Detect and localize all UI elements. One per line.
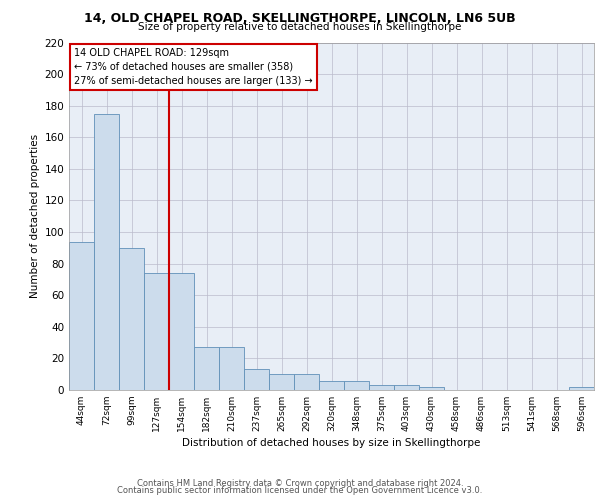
Bar [394,386,419,390]
Bar [194,348,219,390]
Bar [569,387,594,390]
Bar [244,370,269,390]
Bar [119,248,144,390]
Bar [269,374,294,390]
Bar [69,242,94,390]
Text: 14 OLD CHAPEL ROAD: 129sqm
← 73% of detached houses are smaller (358)
27% of sem: 14 OLD CHAPEL ROAD: 129sqm ← 73% of deta… [74,48,313,86]
Bar [294,374,319,390]
Y-axis label: Number of detached properties: Number of detached properties [30,134,40,298]
Bar [219,348,244,390]
Bar [344,380,369,390]
Text: Size of property relative to detached houses in Skellingthorpe: Size of property relative to detached ho… [139,22,461,32]
Text: Contains public sector information licensed under the Open Government Licence v3: Contains public sector information licen… [118,486,482,495]
Bar [319,380,344,390]
Bar [144,273,169,390]
X-axis label: Distribution of detached houses by size in Skellingthorpe: Distribution of detached houses by size … [182,438,481,448]
Bar [369,386,394,390]
Bar [94,114,119,390]
Bar [419,387,444,390]
Bar [169,273,194,390]
Text: Contains HM Land Registry data © Crown copyright and database right 2024.: Contains HM Land Registry data © Crown c… [137,478,463,488]
Text: 14, OLD CHAPEL ROAD, SKELLINGTHORPE, LINCOLN, LN6 5UB: 14, OLD CHAPEL ROAD, SKELLINGTHORPE, LIN… [84,12,516,26]
